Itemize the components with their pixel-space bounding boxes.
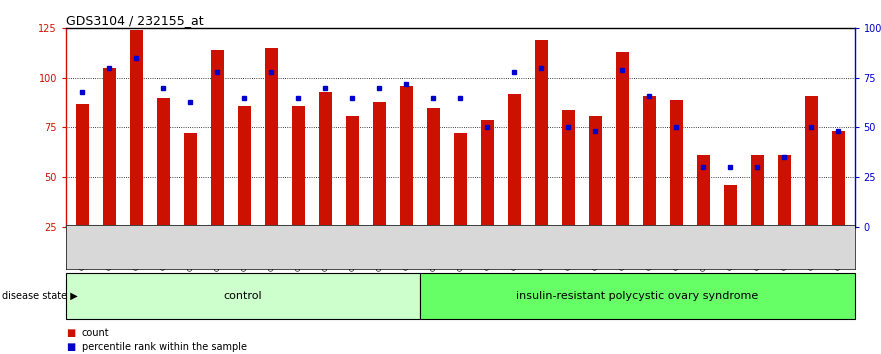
Bar xyxy=(480,120,494,276)
Bar xyxy=(319,92,332,276)
Bar xyxy=(697,155,710,276)
Bar xyxy=(66,273,419,319)
Bar xyxy=(751,155,764,276)
Bar xyxy=(535,40,548,276)
Bar xyxy=(778,155,791,276)
Bar xyxy=(426,108,440,276)
Bar xyxy=(400,86,413,276)
Bar xyxy=(76,104,89,276)
Bar xyxy=(130,30,143,276)
Text: control: control xyxy=(224,291,263,301)
Bar xyxy=(264,48,278,276)
Bar xyxy=(238,105,251,276)
Text: percentile rank within the sample: percentile rank within the sample xyxy=(82,342,247,352)
Bar xyxy=(345,115,359,276)
Bar xyxy=(507,94,521,276)
Text: count: count xyxy=(82,328,109,338)
Text: ■: ■ xyxy=(66,342,75,352)
Bar xyxy=(157,98,170,276)
Bar xyxy=(616,52,629,276)
Bar xyxy=(102,68,116,276)
Bar xyxy=(561,110,575,276)
Bar xyxy=(183,133,197,276)
Bar xyxy=(211,50,224,276)
Bar xyxy=(642,96,656,276)
Text: disease state ▶: disease state ▶ xyxy=(2,291,78,301)
Text: insulin-resistant polycystic ovary syndrome: insulin-resistant polycystic ovary syndr… xyxy=(516,291,759,301)
Bar xyxy=(292,105,305,276)
Text: GDS3104 / 232155_at: GDS3104 / 232155_at xyxy=(66,14,204,27)
Bar xyxy=(832,131,845,276)
Bar xyxy=(419,273,855,319)
Bar xyxy=(373,102,386,276)
Bar xyxy=(723,185,737,276)
Bar xyxy=(670,100,683,276)
Bar xyxy=(804,96,818,276)
Text: ■: ■ xyxy=(66,328,75,338)
Bar xyxy=(454,133,467,276)
Bar xyxy=(589,115,602,276)
